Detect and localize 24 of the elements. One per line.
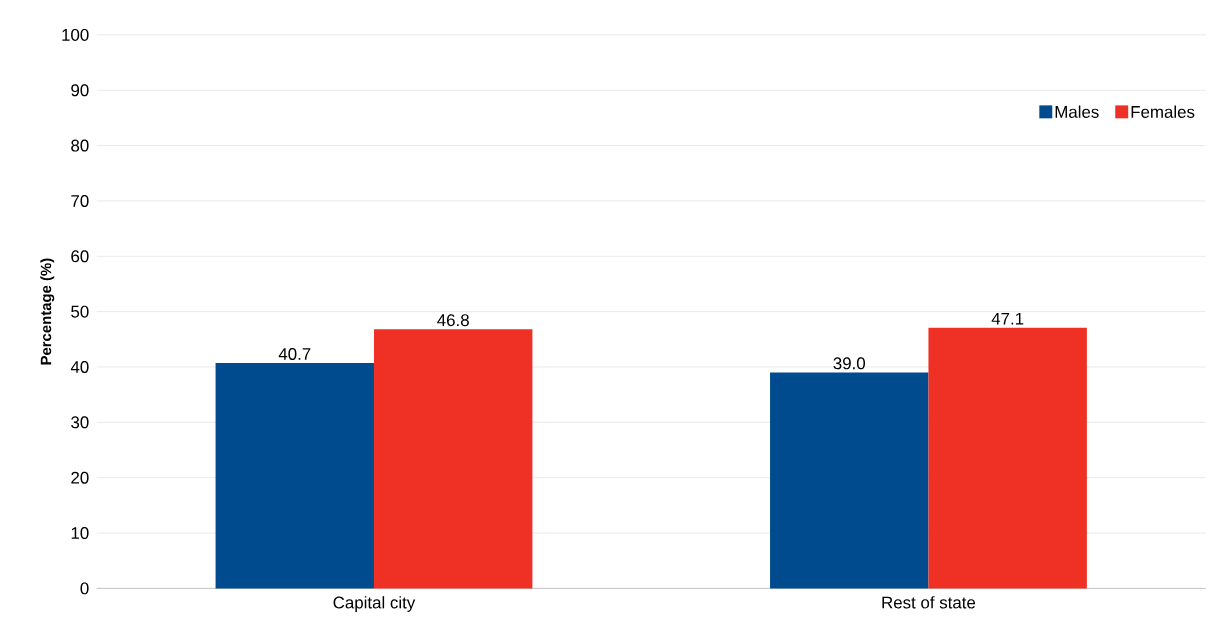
data-label: 40.7: [278, 347, 311, 360]
y-tick-label: 40: [70, 360, 89, 373]
bar: [373, 329, 533, 589]
data-label: 46.8: [437, 314, 469, 327]
y-tick-label: 0: [80, 582, 89, 595]
bar: [928, 327, 1087, 589]
legend-label: Males: [1055, 105, 1099, 118]
legend-label: Females: [1131, 105, 1195, 118]
y-tick-label: 60: [71, 250, 89, 263]
y-tick-label: 70: [71, 194, 89, 207]
y-tick-label: 50: [71, 305, 89, 318]
y-tick-label: 10: [71, 526, 89, 539]
y-tick-label: 90: [71, 84, 89, 97]
y-tick-label: 100: [62, 28, 89, 41]
bar: [215, 362, 374, 589]
x-tick-label: Capital city: [333, 596, 416, 612]
y-tick-label: 20: [71, 471, 89, 484]
bar: [770, 372, 929, 589]
data-label: 39.0: [833, 357, 866, 370]
y-tick-label: 30: [71, 416, 89, 429]
data-label: 47.1: [991, 312, 1024, 325]
y-tick-label: 80: [71, 139, 89, 152]
x-tick-label: Rest of state: [882, 596, 976, 609]
y-axis-title: Percentage (%): [40, 258, 55, 365]
